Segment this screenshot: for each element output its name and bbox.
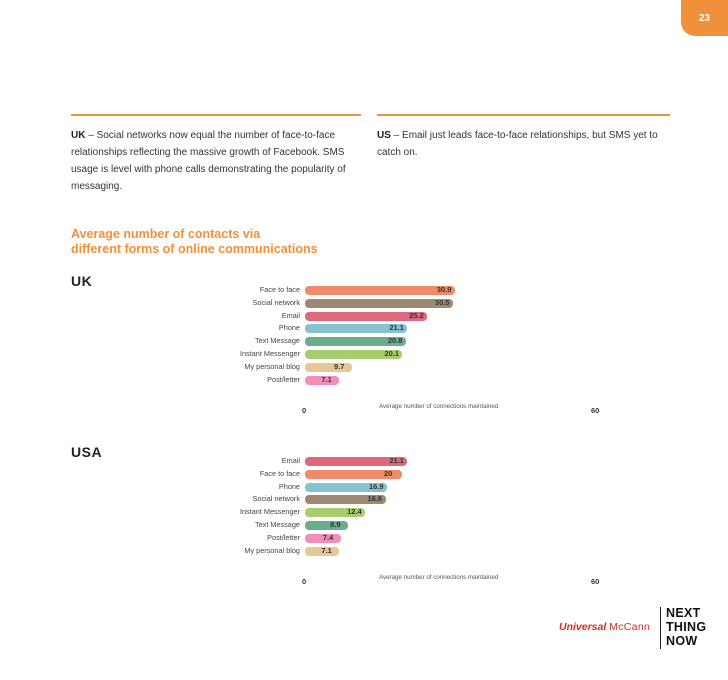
bar-value-label: 7.1 [321, 375, 332, 384]
bar [305, 483, 387, 492]
bar [305, 363, 353, 372]
page-number: 23 [698, 12, 711, 24]
bar-value-label: 21.1 [389, 456, 404, 465]
bar [305, 547, 340, 556]
uk-chart-title: UK [71, 273, 93, 289]
x-tick-min: 0 [302, 406, 307, 415]
page-number-badge: 23 [681, 0, 728, 36]
bar-value-label: 12.4 [347, 507, 362, 516]
section-title-line-2: different forms of online communications [71, 242, 318, 256]
bar-value-label: 30.5 [434, 298, 450, 307]
bar-value-label: 16.9 [368, 482, 384, 491]
bar [305, 376, 340, 385]
bar [305, 337, 406, 346]
ntn-line-1: NEXT [666, 606, 701, 620]
usa-chart-title: USA [71, 444, 103, 460]
bar-value-label: 9.7 [334, 362, 345, 371]
bar [305, 324, 408, 333]
us-intro-paragraph: US – Email just leads face-to-face relat… [377, 127, 675, 161]
bar [305, 534, 341, 543]
bar-value-label: 7.1 [321, 546, 332, 555]
next-thing-now-logo: NEXT THING NOW [666, 606, 706, 648]
bar-value-label: 20.1 [384, 349, 400, 358]
ntn-line-3: NOW [666, 634, 698, 648]
intro-rule-left [71, 114, 361, 116]
category-label: Face to face [259, 469, 300, 478]
bar-value-label: 30.9 [436, 285, 452, 294]
universal-mccann-logo: Universal McCann [559, 621, 650, 633]
x-axis-label: Average number of connections maintained [379, 574, 499, 581]
category-label: Social network [252, 494, 300, 503]
bar [305, 495, 386, 504]
category-label: Instant Messenger [239, 507, 300, 516]
uk-intro-lead: UK [71, 130, 86, 141]
bar [305, 457, 408, 466]
x-axis-label: Average number of connections maintained [379, 403, 499, 410]
category-label: My personal blog [244, 546, 300, 555]
category-label: Social network [252, 298, 300, 307]
section-title-line-1: Average number of contacts via [71, 227, 261, 241]
category-label: Text Message [254, 336, 300, 345]
bar-value-label: 16.6 [367, 494, 383, 503]
bar-value-label: 20 [384, 469, 393, 478]
bar [305, 521, 349, 530]
bar [305, 470, 402, 479]
category-label: Instant Messenger [239, 349, 300, 358]
brand-divider [660, 607, 661, 649]
category-label: Phone [278, 482, 300, 491]
intro-rule-right [377, 114, 670, 116]
brand-mccann: McCann [609, 621, 651, 633]
uk-bar-chart: Face to face 30.9 Social network 30.5 Email 2… [0, 285, 728, 445]
bar-value-label: 20.8 [387, 336, 403, 345]
bar [305, 286, 455, 295]
bar [305, 350, 403, 359]
x-tick-max: 60 [591, 577, 600, 586]
bar-value-label: 25.2 [409, 311, 424, 320]
x-tick-min: 0 [302, 577, 307, 586]
category-label: Post/letter [267, 375, 300, 384]
bar-value-label: 8.9 [330, 520, 341, 529]
category-label: Email [281, 456, 300, 465]
bar [305, 299, 453, 308]
usa-bar-chart: Email 21.1 Face to face 20 Phone 16.9 Social n… [0, 456, 728, 616]
bar-value-label: 21.1 [389, 323, 404, 332]
category-label: Face to face [259, 285, 300, 294]
section-title: Average number of contacts via different… [71, 227, 318, 257]
brand-universal: Universal [559, 621, 607, 633]
ntn-line-2: THING [666, 620, 707, 634]
uk-intro-text: – Social networks now equal the number o… [71, 130, 346, 192]
category-label: Text Message [254, 520, 300, 529]
bar [305, 508, 366, 517]
category-label: Email [281, 311, 300, 320]
us-intro-lead: US [377, 130, 391, 141]
us-intro-text: – Email just leads face-to-face relation… [377, 130, 658, 158]
bar [305, 312, 428, 321]
bar-value-label: 7.4 [322, 533, 334, 542]
x-tick-max: 60 [591, 406, 600, 415]
category-label: Phone [278, 323, 300, 332]
category-label: Post/letter [267, 533, 300, 542]
uk-intro-paragraph: UK – Social networks now equal the numbe… [71, 127, 366, 195]
category-label: My personal blog [244, 362, 300, 371]
